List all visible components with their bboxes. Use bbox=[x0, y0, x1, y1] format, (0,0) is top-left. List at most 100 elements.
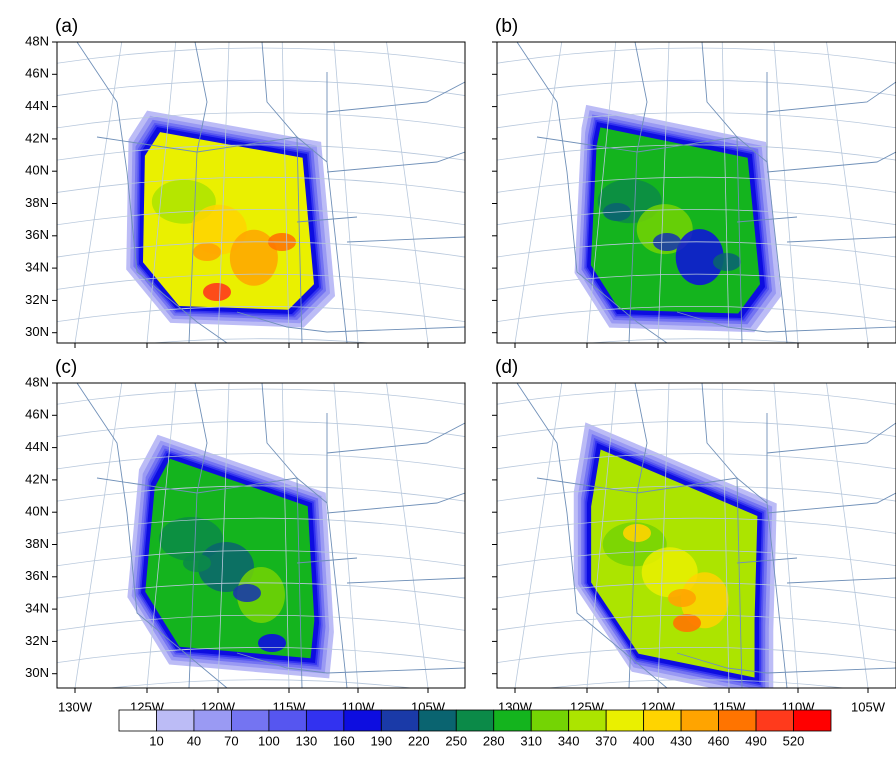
lat-label: 38N bbox=[25, 195, 49, 210]
graticule bbox=[774, 383, 798, 688]
graticule bbox=[52, 454, 470, 470]
graticule bbox=[52, 113, 470, 129]
graticule bbox=[492, 48, 896, 64]
colorbar-box bbox=[381, 710, 418, 731]
boundary bbox=[347, 237, 465, 242]
graticule bbox=[492, 80, 896, 96]
lat-label: 44N bbox=[25, 439, 49, 454]
colorbar-label: 70 bbox=[224, 733, 238, 748]
graticule bbox=[492, 454, 896, 470]
boundary bbox=[787, 237, 896, 242]
boundary bbox=[767, 152, 896, 172]
lat-label: 44N bbox=[25, 98, 49, 113]
graticule bbox=[515, 383, 562, 688]
colorbar-label: 430 bbox=[670, 733, 692, 748]
graticule bbox=[492, 421, 896, 437]
boundary bbox=[327, 72, 347, 343]
figure: (a) 48N 46N 44N 42N 40N 38N 36N 34N 32N 30N (b) (c) 4… bbox=[0, 0, 896, 778]
colorbar-box bbox=[194, 710, 231, 731]
colorbar-box bbox=[344, 710, 381, 731]
colorbar-box bbox=[156, 710, 193, 731]
colorbar-box bbox=[681, 710, 718, 731]
lat-label: 40N bbox=[25, 504, 49, 519]
graticule bbox=[75, 42, 122, 343]
colorbar-box bbox=[719, 710, 756, 731]
lat-label: 46N bbox=[25, 407, 49, 422]
lat-label: 36N bbox=[25, 568, 49, 583]
lat-label: 30N bbox=[25, 665, 49, 680]
graticule bbox=[52, 389, 470, 405]
lat-label: 32N bbox=[25, 292, 49, 307]
colorbar-label: 130 bbox=[296, 733, 318, 748]
colorbar-label: 100 bbox=[258, 733, 280, 748]
graticule bbox=[492, 113, 896, 129]
field-patch bbox=[193, 243, 221, 261]
lon-label: 105W bbox=[851, 699, 886, 714]
field-patch bbox=[258, 634, 286, 652]
colorbar-label: 340 bbox=[558, 733, 580, 748]
colorbar-label: 10 bbox=[149, 733, 163, 748]
lat-label: 36N bbox=[25, 227, 49, 242]
colorbar-label: 280 bbox=[483, 733, 505, 748]
colorbar-box bbox=[306, 710, 343, 731]
map-panel bbox=[52, 383, 470, 696]
lat-label: 48N bbox=[25, 374, 49, 389]
panel-label: (c) bbox=[55, 357, 77, 378]
field-patch bbox=[203, 283, 231, 301]
boundary bbox=[767, 493, 896, 513]
colorbar-box bbox=[419, 710, 456, 731]
lat-label: 34N bbox=[25, 601, 49, 616]
colorbar-box bbox=[644, 710, 681, 731]
colorbar-label: 220 bbox=[408, 733, 430, 748]
field-patch bbox=[673, 614, 701, 632]
graticule bbox=[827, 383, 869, 688]
field-patch bbox=[668, 589, 696, 607]
colorbar-label: 460 bbox=[708, 733, 730, 748]
graticule bbox=[492, 339, 896, 355]
colorbar-box bbox=[794, 710, 831, 731]
colorbar-label: 250 bbox=[445, 733, 467, 748]
graticule bbox=[334, 42, 358, 343]
colorbar-box bbox=[494, 710, 531, 731]
graticule bbox=[827, 42, 869, 343]
lat-label: 32N bbox=[25, 633, 49, 648]
lat-label: 46N bbox=[25, 66, 49, 81]
colorbar-label: 40 bbox=[187, 733, 201, 748]
panel-label: (a) bbox=[55, 16, 78, 37]
boundary bbox=[327, 82, 465, 112]
colorbar-box bbox=[119, 710, 156, 731]
panel-label: (d) bbox=[495, 357, 518, 378]
colorbar-box bbox=[569, 710, 606, 731]
boundary bbox=[767, 423, 896, 453]
lat-label: 42N bbox=[25, 471, 49, 486]
graticule bbox=[515, 42, 562, 343]
boundary bbox=[327, 493, 465, 513]
field-patch bbox=[233, 584, 261, 602]
colorbar-box bbox=[606, 710, 643, 731]
colorbar-label: 520 bbox=[783, 733, 805, 748]
map-panel bbox=[492, 383, 896, 701]
graticule bbox=[52, 339, 470, 355]
boundary bbox=[327, 152, 465, 172]
boundary bbox=[327, 423, 465, 453]
panel-label: (b) bbox=[495, 16, 518, 37]
colorbar-box bbox=[269, 710, 306, 731]
boundary bbox=[347, 578, 465, 583]
colorbar-label: 160 bbox=[333, 733, 355, 748]
colorbar-label: 490 bbox=[745, 733, 767, 748]
colorbar-box bbox=[456, 710, 493, 731]
colorbar-label: 190 bbox=[370, 733, 392, 748]
lat-label: 38N bbox=[25, 536, 49, 551]
boundary bbox=[767, 82, 896, 112]
lat-label: 42N bbox=[25, 130, 49, 145]
lat-label: 34N bbox=[25, 260, 49, 275]
graticule bbox=[75, 383, 122, 688]
boundary bbox=[787, 578, 896, 583]
graticule bbox=[52, 48, 470, 64]
colorbar-box bbox=[231, 710, 268, 731]
map-panel bbox=[52, 42, 470, 355]
graticule bbox=[387, 42, 429, 343]
colorbar-label: 370 bbox=[595, 733, 617, 748]
lat-label: 40N bbox=[25, 163, 49, 178]
graticule bbox=[334, 383, 358, 688]
